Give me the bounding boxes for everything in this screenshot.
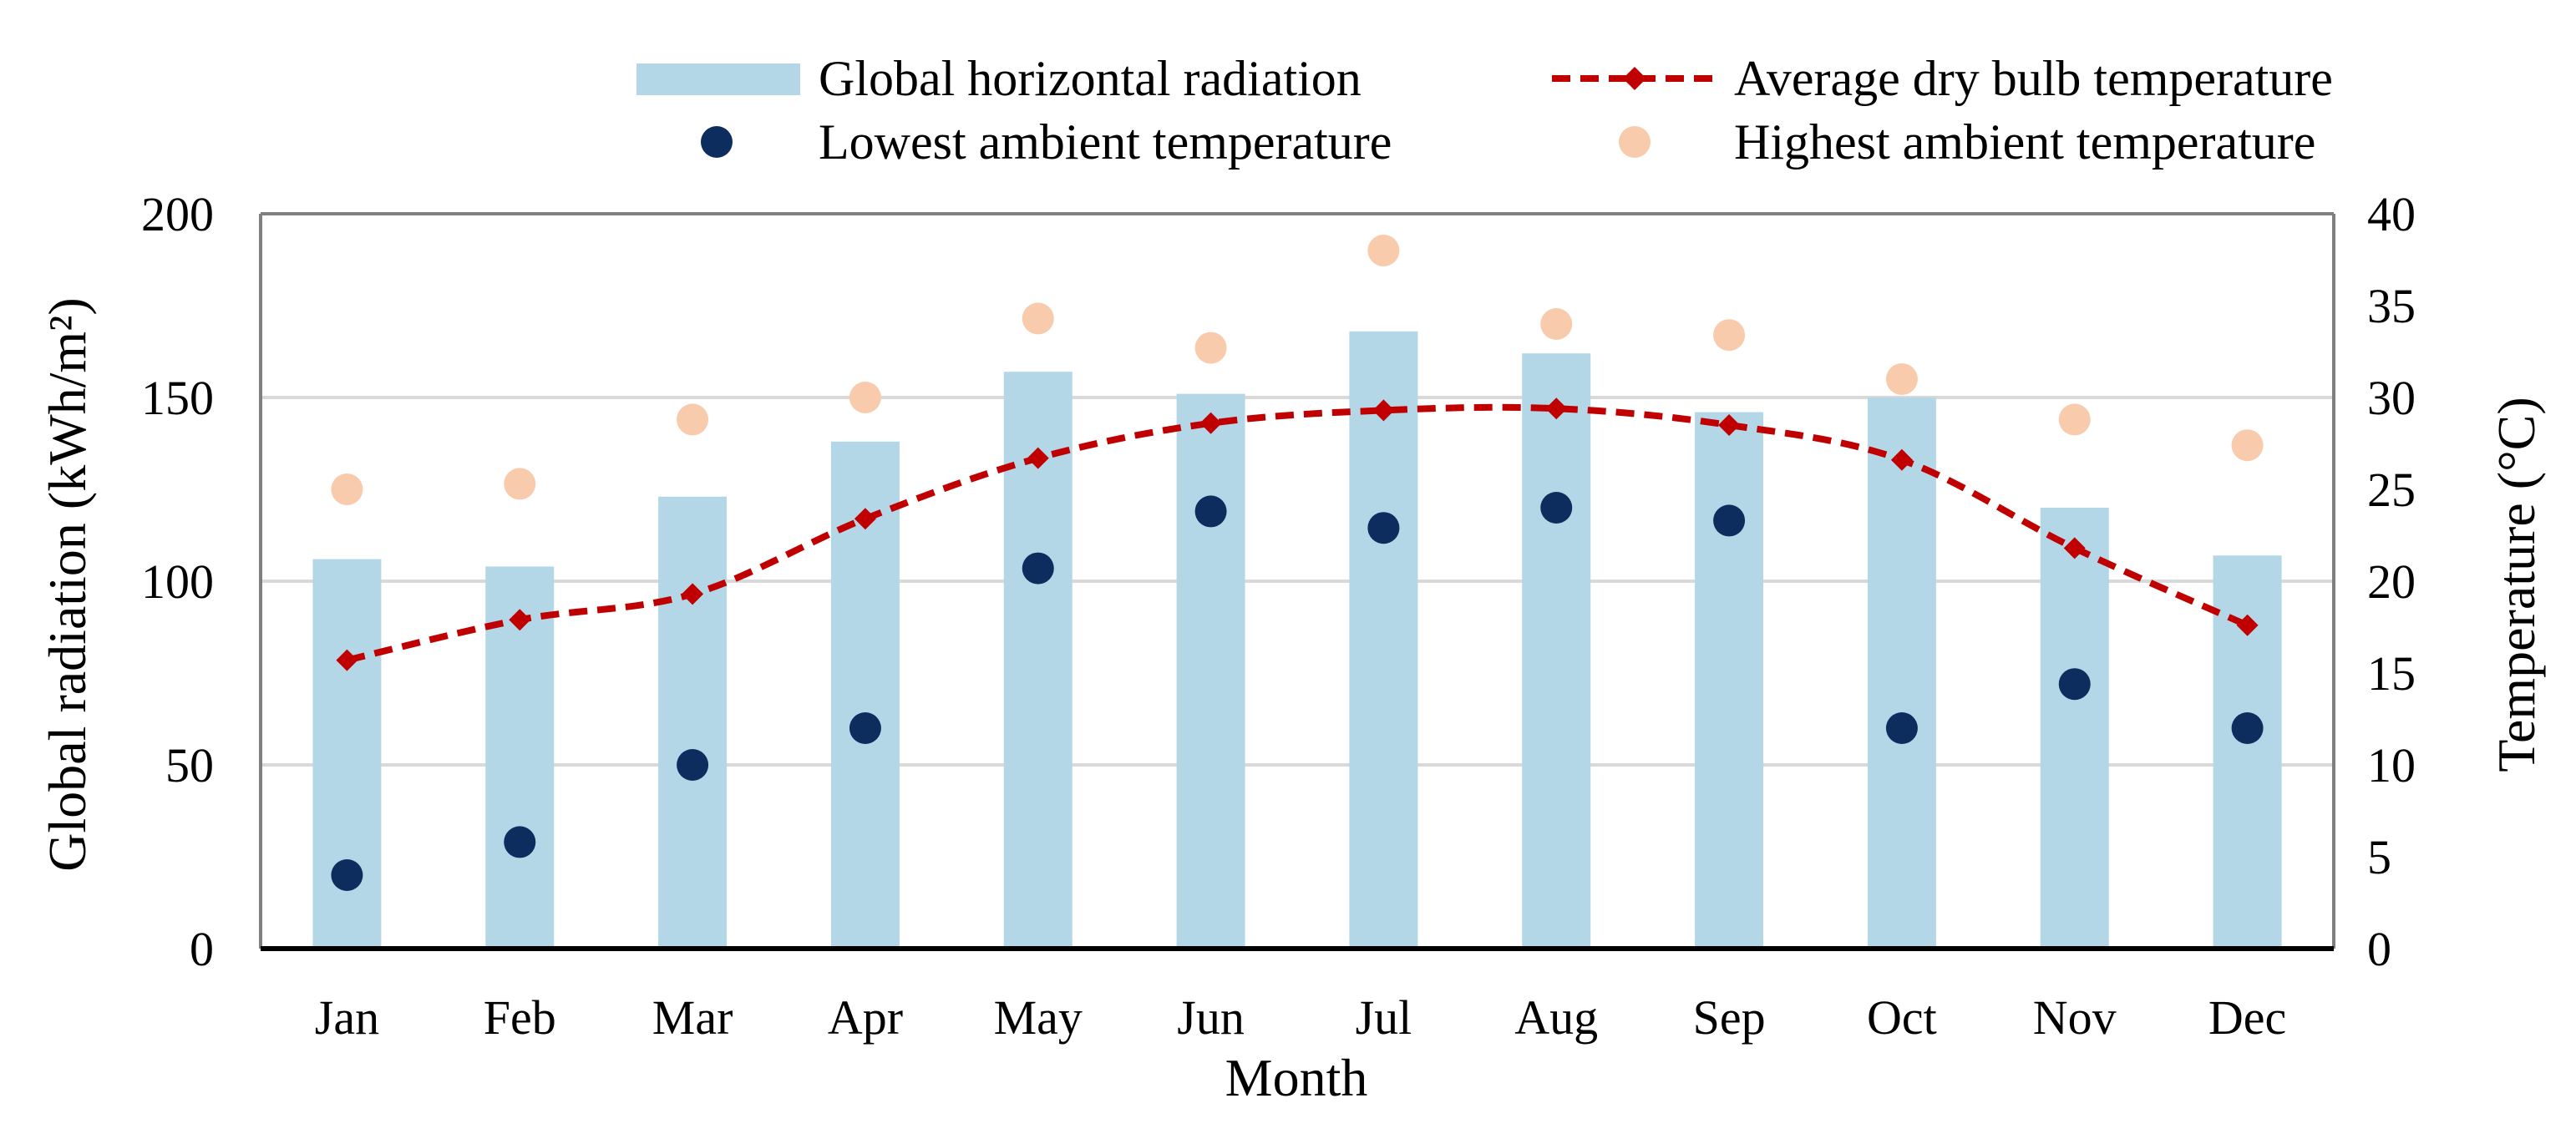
highest-temp-point-feb xyxy=(504,468,536,500)
y-tick-label: 0 xyxy=(190,922,214,976)
x-tick-label: Nov xyxy=(2033,990,2117,1045)
y2-tick-label: 10 xyxy=(2367,738,2416,792)
lowest-temp-point-jan xyxy=(331,859,363,891)
x-tick-label: Jun xyxy=(1177,990,1245,1045)
y2-tick-label: 15 xyxy=(2367,646,2416,701)
x-tick-label: Jul xyxy=(1356,990,1412,1045)
avg-temp-marker-apr xyxy=(854,508,876,530)
legend-marker-lowest-temperature xyxy=(701,126,733,158)
y-tick-label: 100 xyxy=(141,554,214,609)
highest-temp-point-dec xyxy=(2231,429,2264,462)
highest-temp-point-nov xyxy=(2058,403,2091,436)
avg-temp-marker-dec xyxy=(2236,614,2259,636)
bar-jul xyxy=(1349,331,1418,949)
lowest-temp-point-aug xyxy=(1540,492,1573,524)
lowest-temp-point-jul xyxy=(1367,512,1400,544)
highest-temp-point-jan xyxy=(331,473,363,505)
avg-temp-marker-aug xyxy=(1545,397,1568,420)
y2-tick-label: 35 xyxy=(2367,279,2416,333)
legend-marker-highest-temperature xyxy=(1619,126,1651,158)
avg-temperature-path xyxy=(346,403,2249,664)
y-tick-label: 150 xyxy=(141,371,214,425)
avg-temp-marker-sep xyxy=(1718,414,1741,436)
lowest-temp-point-nov xyxy=(2058,668,2091,701)
x-tick-label: Sep xyxy=(1693,990,1766,1045)
bar-jun xyxy=(1176,393,1245,949)
lowest-temp-point-apr xyxy=(849,712,881,744)
y2-tick-label: 40 xyxy=(2367,187,2416,241)
avg-temperature-line xyxy=(336,397,2259,671)
legend-label-radiation: Global horizontal radiation xyxy=(819,51,1362,106)
bar-mar xyxy=(658,496,728,949)
highest-temp-point-jun xyxy=(1194,332,1227,364)
x-tick-label: Oct xyxy=(1867,990,1937,1045)
lowest-temp-point-dec xyxy=(2231,712,2264,744)
y2-tick-label: 5 xyxy=(2367,830,2391,884)
legend-marker-avg-temperature xyxy=(1623,67,1646,90)
highest-temp-point-oct xyxy=(1885,363,1918,395)
x-tick-label: Jan xyxy=(315,990,379,1045)
avg-temp-marker-jun xyxy=(1199,412,1222,434)
legend: Global horizontal radiation Average dry … xyxy=(636,51,2333,170)
x-tick-label: Dec xyxy=(2208,990,2286,1045)
x-tick-label: Mar xyxy=(652,990,733,1045)
gridlines xyxy=(261,396,2334,767)
highest-temp-point-mar xyxy=(677,403,709,436)
radiation-bars xyxy=(312,331,2282,949)
lowest-temp-point-sep xyxy=(1713,504,1746,537)
avg-temp-marker-mar xyxy=(682,583,704,605)
highest-temp-point-sep xyxy=(1713,319,1746,352)
lowest-temp-point-oct xyxy=(1885,712,1918,744)
x-tick-label: Apr xyxy=(828,990,903,1045)
avg-temp-marker-may xyxy=(1027,447,1049,469)
x-axis-title: Month xyxy=(1225,1048,1368,1107)
legend-label-avg-temperature: Average dry bulb temperature xyxy=(1734,51,2333,106)
y2-tick-label: 25 xyxy=(2367,463,2416,517)
y2-axis-title: Temperature (°C) xyxy=(2487,397,2546,772)
avg-temp-marker-oct xyxy=(1890,448,1913,471)
bar-sep xyxy=(1695,412,1764,949)
y2-tick-label: 0 xyxy=(2367,922,2391,976)
bar-aug xyxy=(1522,353,1591,949)
lowest-temp-point-jun xyxy=(1194,495,1227,528)
avg-temp-marker-feb xyxy=(509,609,531,631)
highest-temp-point-apr xyxy=(849,382,881,413)
avg-temp-marker-jul xyxy=(1372,399,1395,422)
x-tick-label: Aug xyxy=(1514,990,1598,1045)
y-tick-label: 50 xyxy=(165,738,214,792)
x-tick-label: May xyxy=(994,990,1083,1045)
y2-tick-label: 20 xyxy=(2367,554,2416,609)
y-axis-title: Global radiation (kWh/m²) xyxy=(38,297,97,871)
lowest-temp-point-feb xyxy=(504,826,536,858)
legend-label-lowest-temperature: Lowest ambient temperature xyxy=(819,114,1392,170)
y-tick-label: 200 xyxy=(141,187,214,241)
lowest-temp-point-mar xyxy=(677,749,709,781)
bar-oct xyxy=(1867,397,1936,949)
legend-swatch-radiation xyxy=(636,63,800,95)
x-tick-label: Feb xyxy=(484,990,556,1045)
avg-temp-marker-nov xyxy=(2063,537,2086,559)
axes: 0 50 100 150 200 0 5 10 15 20 25 30 35 40 Jan Feb Mar Apr… xyxy=(141,187,2416,1045)
plot-frame xyxy=(259,212,2335,951)
y2-tick-label: 30 xyxy=(2367,371,2416,425)
lowest-temp-point-may xyxy=(1022,552,1054,585)
legend-label-highest-temperature: Highest ambient temperature xyxy=(1734,114,2315,170)
highest-temp-point-aug xyxy=(1540,308,1573,340)
bar-nov xyxy=(2040,508,2109,949)
highest-temp-point-may xyxy=(1022,302,1054,335)
highest-temp-point-jul xyxy=(1367,235,1400,266)
avg-temp-marker-jan xyxy=(336,649,358,671)
temperature-points xyxy=(331,235,2264,891)
